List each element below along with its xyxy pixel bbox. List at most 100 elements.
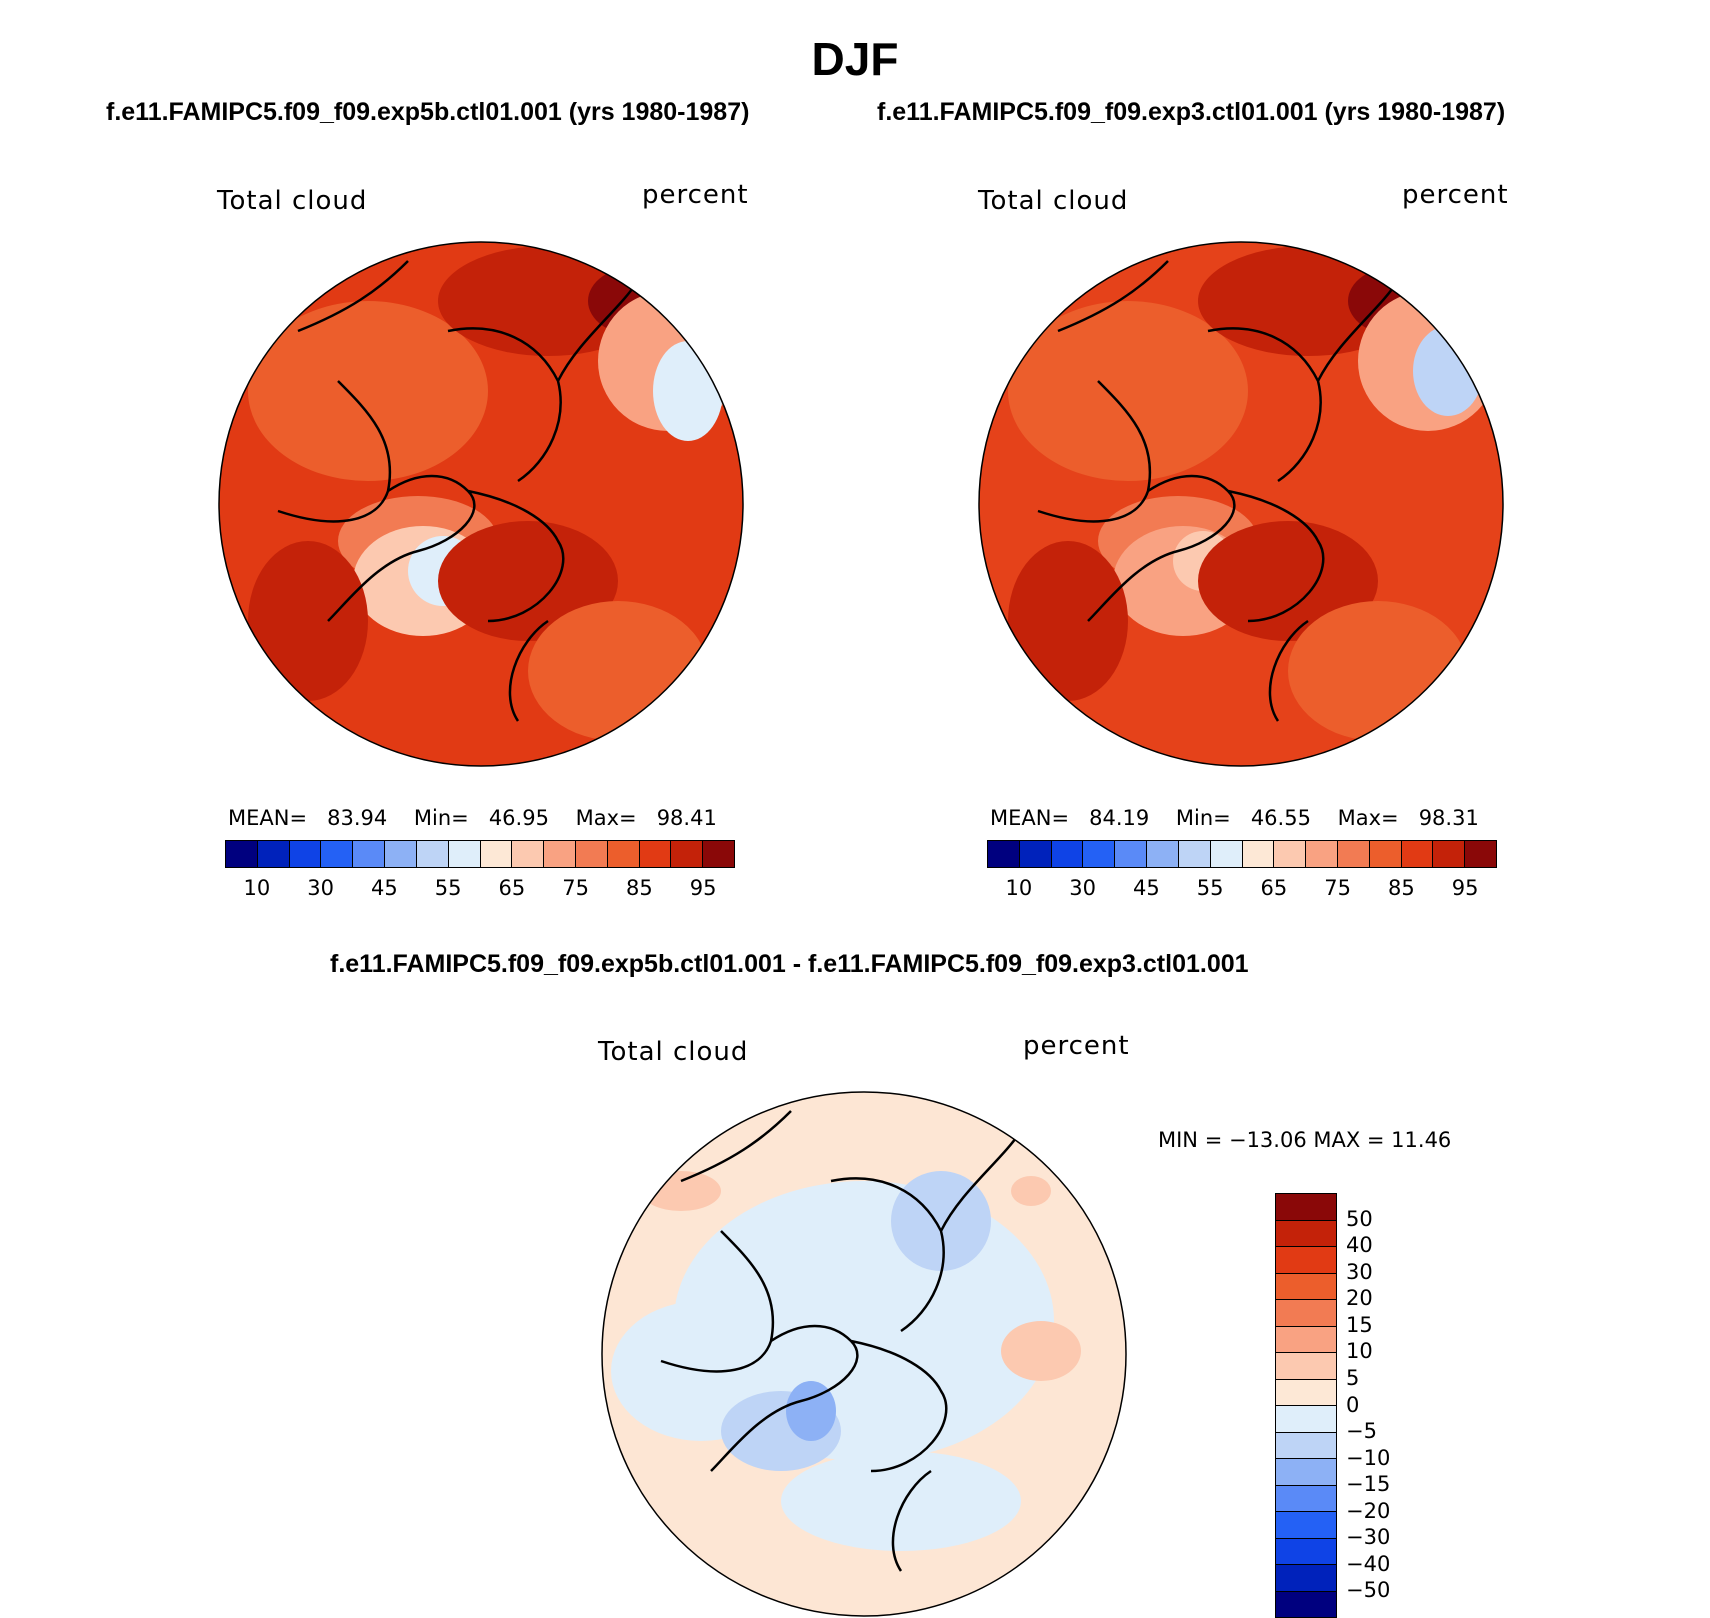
panel2-region xyxy=(1413,326,1483,416)
diff-colorbar-tick-label: −15 xyxy=(1346,1472,1391,1497)
diff-colorbar-tick-label: 40 xyxy=(1346,1233,1373,1258)
diff-colorbar-swatch xyxy=(1276,1406,1336,1433)
panel2-colorbar-tick-label: 85 xyxy=(1388,876,1415,900)
panel2-colorbar-tick-label: 45 xyxy=(1133,876,1160,900)
panel1-coastline xyxy=(277,260,640,722)
panel2-colorbar-swatch xyxy=(1115,841,1148,867)
diff-units-label: percent xyxy=(1023,1031,1130,1061)
panel1-min-value: 46.95 xyxy=(488,806,549,830)
diff-colorbar-tick-label: 10 xyxy=(1346,1339,1373,1364)
panel1-colorbar-tick-label: 95 xyxy=(689,876,717,900)
diff-polar-map xyxy=(601,1091,1127,1617)
panel2-region xyxy=(1008,301,1248,481)
panel1-colorbar-swatch xyxy=(257,841,290,867)
panel1-colorbar-swatch xyxy=(226,841,258,867)
diff-colorbar-swatch xyxy=(1276,1353,1336,1380)
diff-colorbar-swatch xyxy=(1276,1326,1336,1353)
diff-colorbar xyxy=(1275,1193,1337,1618)
panel1-max-label: Max= xyxy=(575,806,637,830)
diff-minmax: MIN = −13.06 MAX = 11.46 xyxy=(1158,1128,1452,1152)
panel1-colorbar-tick-label: 65 xyxy=(498,876,526,900)
panel1-colorbar-swatch xyxy=(575,841,608,867)
diff-region xyxy=(786,1381,836,1441)
diff-colorbar-tick-label: −50 xyxy=(1346,1578,1391,1603)
diff-colorbar-tick-label: −30 xyxy=(1346,1525,1391,1550)
panel2-colorbar-swatch xyxy=(1306,841,1338,867)
diff-colorbar-swatch xyxy=(1276,1512,1336,1539)
panel1-colorbar-tick-label: 75 xyxy=(562,876,589,900)
panel2-units-label: percent xyxy=(1402,180,1509,210)
diff-coastline xyxy=(660,1110,1023,1572)
panel1-colorbar-swatch xyxy=(671,841,704,867)
panel2-min-label: Min= xyxy=(1175,806,1231,830)
panel1-colorbar-swatch xyxy=(385,841,417,867)
diff-colorbar-tick-label: −5 xyxy=(1346,1419,1377,1444)
panel2-colorbar-swatch xyxy=(1369,841,1402,867)
panel2-colorbar-swatch xyxy=(1337,841,1370,867)
panel1-colorbar-swatch xyxy=(639,841,672,867)
panel2-colorbar-swatch xyxy=(1401,841,1434,867)
panel2-colorbar-tick-label: 65 xyxy=(1260,876,1288,900)
diff-colorbar-tick-label: −10 xyxy=(1346,1445,1391,1470)
panel2-colorbar-swatch xyxy=(1465,841,1496,867)
panel2-colorbar-swatch xyxy=(988,841,1020,867)
panel2-max-label: Max= xyxy=(1337,806,1399,830)
panel1-colorbar-swatch xyxy=(416,841,449,867)
diff-subtitle: f.e11.FAMIPC5.f09_f09.exp5b.ctl01.001 - … xyxy=(330,950,1249,978)
panel1-colorbar-tick-label: 85 xyxy=(626,876,653,900)
diff-colorbar-swatch xyxy=(1276,1247,1336,1274)
panel1-colorbar-swatch xyxy=(607,841,640,867)
diff-region xyxy=(891,1171,991,1271)
diff-colorbar-swatch xyxy=(1276,1194,1336,1221)
panel2-colorbar-swatch xyxy=(1433,841,1466,867)
diff-colorbar-swatch xyxy=(1276,1565,1336,1592)
diff-region xyxy=(1001,1321,1081,1381)
diff-colorbar-swatch xyxy=(1276,1485,1336,1512)
panel1-colorbar-swatch xyxy=(289,841,322,867)
figure-title: DJF xyxy=(811,33,899,85)
panel2-subtitle: f.e11.FAMIPC5.f09_f09.exp3.ctl01.001 (yr… xyxy=(877,98,1506,126)
panel1-region xyxy=(248,541,368,701)
panel1-mean-value: 83.94 xyxy=(327,806,388,830)
diff-colorbar-tick-label: −20 xyxy=(1346,1498,1391,1523)
panel2-region xyxy=(1198,246,1418,356)
panel1-colorbar-swatch xyxy=(448,841,481,867)
diff-region xyxy=(1011,1176,1051,1206)
diff-colorbar-swatch xyxy=(1276,1459,1336,1486)
panel1-max-value: 98.41 xyxy=(656,806,717,830)
panel2-min-value: 46.55 xyxy=(1250,806,1311,830)
panel1-region xyxy=(653,341,723,441)
diff-colorbar-swatch xyxy=(1276,1273,1336,1300)
diff-colorbar-swatch xyxy=(1276,1591,1336,1617)
diff-colorbar-swatch xyxy=(1276,1379,1336,1406)
panel2-colorbar-swatch xyxy=(1083,841,1116,867)
panel2-colorbar-swatch xyxy=(1210,841,1243,867)
panel1-units-label: percent xyxy=(642,180,749,210)
panel2-colorbar-swatch xyxy=(1147,841,1179,867)
panel2-colorbar-swatch xyxy=(1019,841,1052,867)
diff-variable-label: Total cloud xyxy=(598,1037,749,1067)
panel1-region xyxy=(248,301,488,481)
panel1-colorbar-swatch xyxy=(480,841,513,867)
diff-region xyxy=(781,1451,1021,1551)
panel2-mean-label: MEAN= xyxy=(990,806,1070,830)
diff-colorbar-tick-label: 0 xyxy=(1346,1392,1360,1417)
diff-colorbar-tick-label: 30 xyxy=(1346,1259,1373,1284)
panel2-colorbar-tick-label: 10 xyxy=(1005,876,1033,900)
panel2-max-value: 98.31 xyxy=(1418,806,1479,830)
panel1-colorbar-tick-label: 45 xyxy=(371,876,398,900)
diff-region xyxy=(641,1171,721,1211)
panel2-colorbar-swatch xyxy=(1274,841,1307,867)
panel2-variable-label: Total cloud xyxy=(978,186,1129,216)
panel2-stats: MEAN= 84.19 Min= 46.55 Max= 98.31 xyxy=(990,806,1479,830)
panel2-coastline xyxy=(1037,260,1400,722)
panel2-region xyxy=(1008,541,1128,701)
panel1-colorbar-swatch xyxy=(544,841,576,867)
panel2-colorbar-tick-label: 55 xyxy=(1196,876,1224,900)
panel2-colorbar-swatch xyxy=(1051,841,1084,867)
panel2-polar-map xyxy=(978,241,1504,767)
panel1-polar-map xyxy=(218,241,744,767)
diff-colorbar-swatch xyxy=(1276,1432,1336,1459)
panel1-colorbar-swatch xyxy=(703,841,734,867)
diff-colorbar-tick-label: 20 xyxy=(1346,1286,1373,1311)
